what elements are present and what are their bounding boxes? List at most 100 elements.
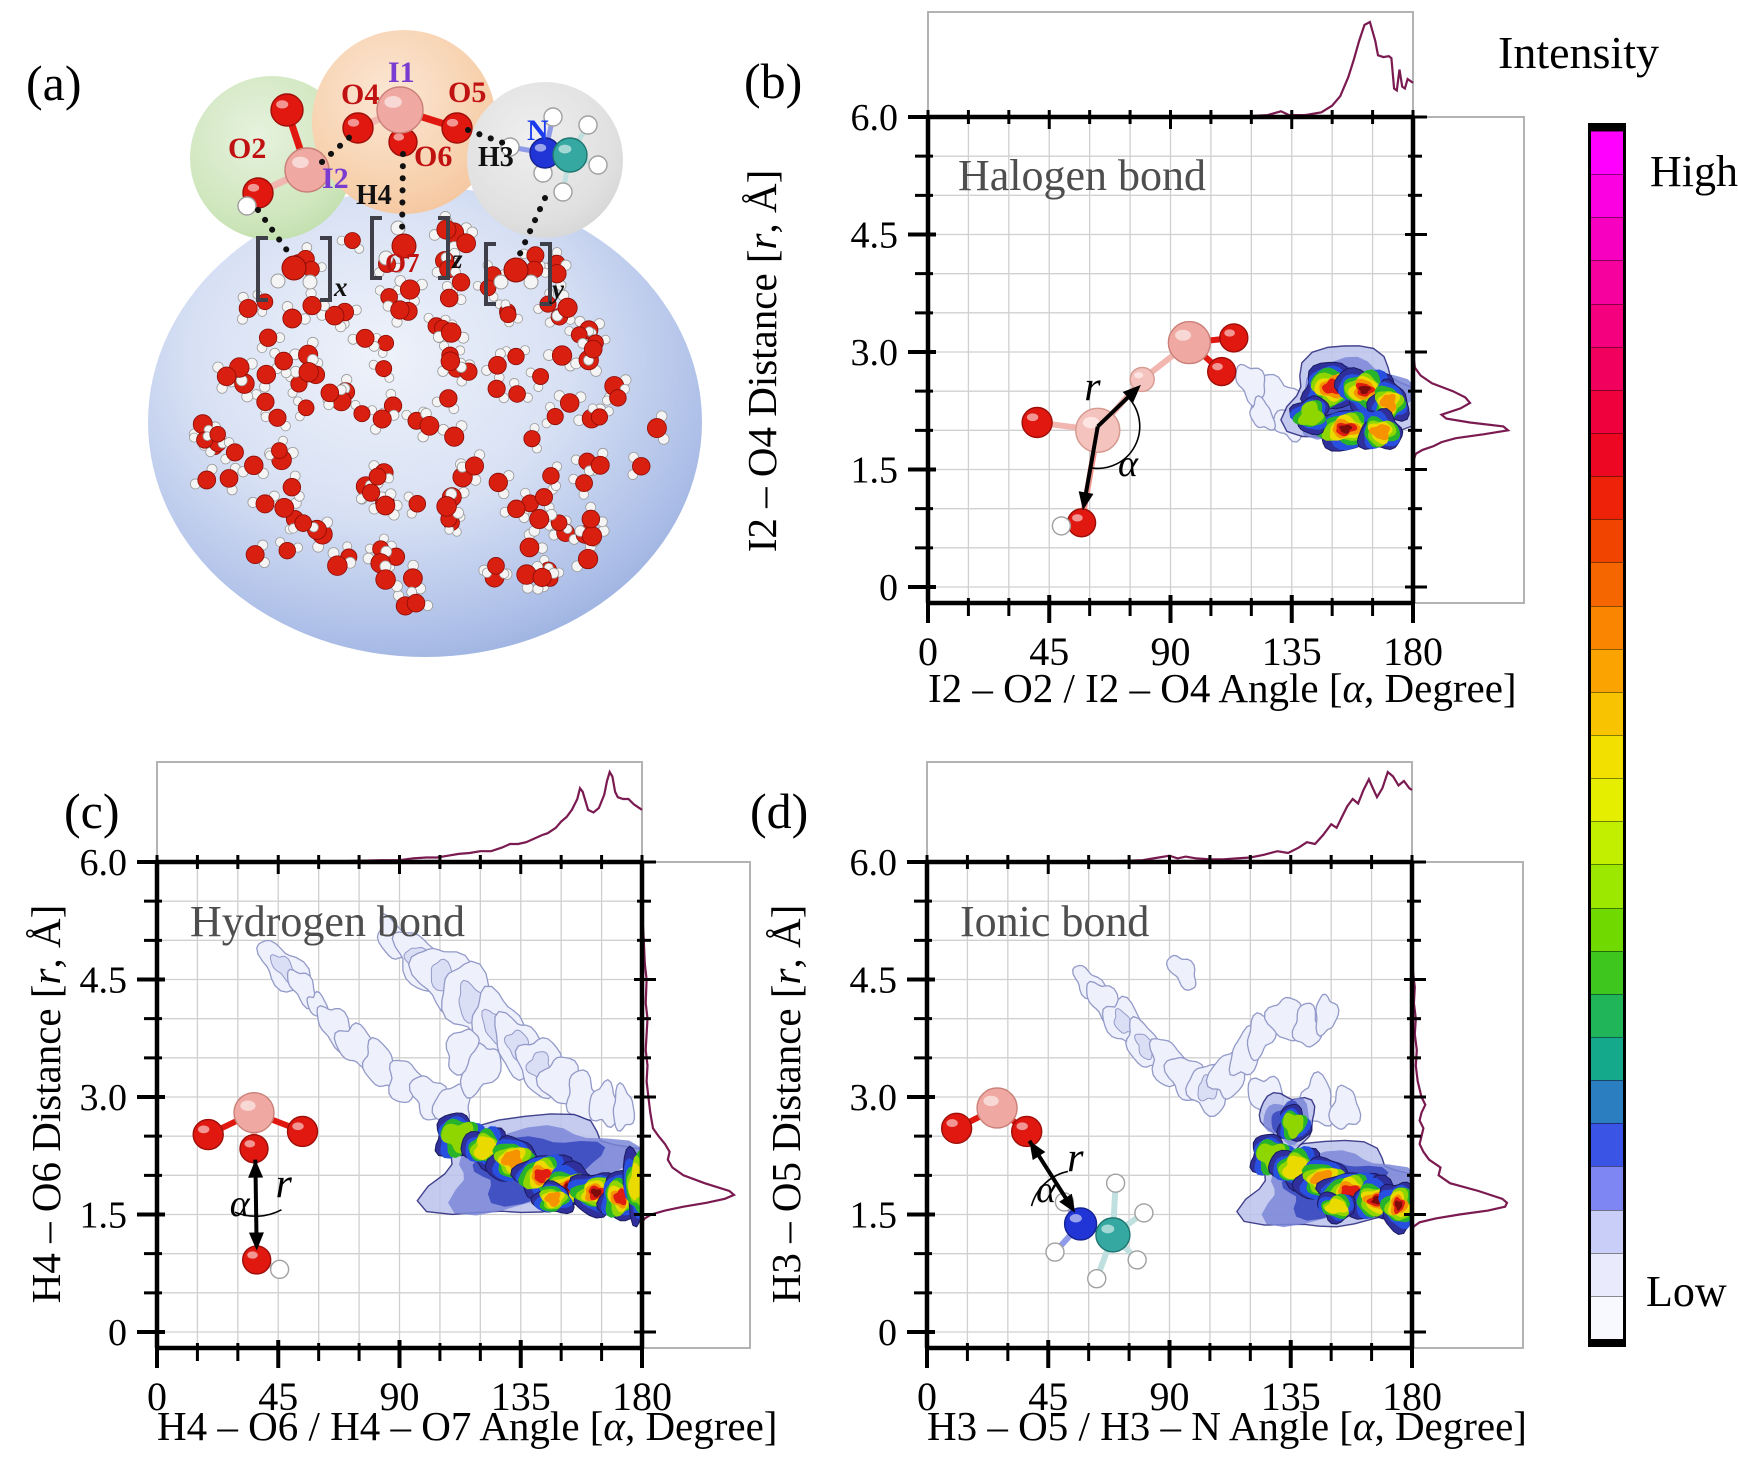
- panel-d-top-marginal-box: [926, 761, 1413, 863]
- panel-c-yaxis-title: H4 – O6 Distance [r, Å]: [22, 905, 70, 1304]
- x-tick-label: 180: [1382, 1374, 1442, 1419]
- atom-label-H3: H3: [478, 142, 514, 173]
- atom-label-N: N: [527, 114, 549, 147]
- alpha-symbol: α: [1118, 443, 1139, 485]
- panel-c-xlabel-var: α: [603, 1403, 625, 1449]
- panel-c-label: (c): [64, 783, 120, 839]
- colorbar-segment-17: [1591, 864, 1623, 908]
- colorbar-segment-9: [1591, 519, 1623, 563]
- panel-d-annotation: Ionic bond: [960, 897, 1150, 946]
- panel-b-ticks: [908, 110, 1427, 623]
- panel-d-xaxis-title: H3 – O5 / H3 – N Angle [α, Degree]: [927, 1402, 1527, 1450]
- x-tick-label: 0: [918, 629, 938, 674]
- y-tick-label: 3.0: [851, 332, 899, 374]
- group-subscript-x: x: [333, 272, 348, 302]
- x-tick-label: 180: [612, 1374, 672, 1419]
- atom-label-O6: O6: [414, 140, 452, 173]
- panel-c-xlabel-post: , Degree]: [624, 1403, 778, 1449]
- panel-b-marginal-curves: [928, 20, 1511, 587]
- panel-b-contours: [1235, 345, 1413, 452]
- panel-b-top-marginal-box: [927, 11, 1414, 118]
- colorbar-segment-2: [1591, 217, 1623, 261]
- panel-b-molecule-inset: [1021, 320, 1249, 538]
- panel-b-tick-labels: 0 45 90 135 180 6.0 4.5 3.0 1.5 0: [851, 97, 1444, 674]
- panel-d-molecule-inset: [940, 1087, 1154, 1289]
- colorbar-segment-4: [1591, 303, 1623, 347]
- panel-c-ticks: [137, 855, 656, 1368]
- x-tick-label: 45: [1029, 629, 1069, 674]
- panel-c-annotation: Hydrogen bond: [190, 897, 465, 946]
- atom-label-O5: O5: [448, 76, 486, 109]
- x-tick-label: 90: [380, 1374, 420, 1419]
- y-tick-label: 0: [879, 567, 898, 609]
- x-tick-label: 180: [1383, 629, 1443, 674]
- iodite-molecule: [237, 93, 330, 216]
- colorbar-segment-15: [1591, 778, 1623, 822]
- colorbar-segment-5: [1591, 346, 1623, 390]
- atom-label-I2: I2: [322, 162, 349, 195]
- colorbar-segment-10: [1591, 562, 1623, 606]
- colorbar-high-label: High: [1650, 147, 1738, 196]
- panel-d-xlabel-var: α: [1352, 1403, 1375, 1449]
- panel-d-angle-annotation: rα: [1027, 1135, 1084, 1213]
- r-symbol: r: [1067, 1135, 1084, 1181]
- water-molecules: [188, 211, 670, 616]
- panel-c-ylabel-post: , Å]: [23, 904, 69, 969]
- y-tick-label: 1.5: [851, 450, 899, 492]
- colorbar-segment-0: [1591, 131, 1623, 175]
- x-tick-label: 45: [258, 1374, 298, 1419]
- panel-c-ylabel-var: r: [23, 968, 69, 985]
- colorbar-title: Intensity: [1498, 27, 1659, 78]
- r-symbol: r: [1084, 365, 1101, 411]
- panel-b-gridlines: [928, 117, 1413, 603]
- colorbar-segment-26: [1591, 1252, 1623, 1296]
- y-tick-label: 4.5: [850, 960, 898, 1002]
- y-tick-label: 1.5: [80, 1195, 128, 1237]
- panel-d-ylabel-pre: H3 – O5 Distance [: [763, 984, 809, 1304]
- colorbar-low-label: Low: [1646, 1267, 1727, 1316]
- panel-b-xlabel-post: , Degree]: [1364, 665, 1517, 711]
- panel-b-xlabel-var: α: [1342, 665, 1365, 711]
- methylammonium-molecule: [500, 107, 608, 202]
- r-symbol: r: [276, 1161, 293, 1207]
- y-tick-label: 3.0: [850, 1077, 898, 1119]
- y-tick-label: 6.0: [850, 842, 898, 884]
- alpha-symbol: α: [1036, 1169, 1057, 1211]
- x-tick-label: 135: [1262, 629, 1322, 674]
- panel-b-ylabel-var: r: [739, 233, 785, 250]
- colorbar-segment-7: [1591, 432, 1623, 477]
- panel-d-plot: rα 0 45 90 135 180 6.0 4.5 3.0 1.5 0: [850, 761, 1524, 1419]
- colorbar-segment-11: [1591, 605, 1623, 649]
- x-tick-label: 0: [147, 1374, 167, 1419]
- panel-d-marginal-curves: [927, 770, 1509, 1332]
- colorbar-segment-23: [1591, 1123, 1623, 1167]
- x-tick-label: 90: [1150, 1374, 1190, 1419]
- y-tick-label: 0: [108, 1312, 127, 1354]
- panel-c-marginal-curves: [157, 769, 737, 1332]
- panel-d-xlabel-post: , Degree]: [1374, 1403, 1527, 1449]
- bracket-groups: [256, 216, 552, 306]
- panel-b-plot: rα 0 45 90 135 180 6.0 4.5 3.0 1.5 0: [851, 11, 1525, 674]
- colorbar-segment-13: [1591, 691, 1623, 735]
- panel-c-xaxis-title: H4 – O6 / H4 – O7 Angle [α, Degree]: [157, 1402, 777, 1450]
- panel-c-plot: rα 0 45 90 135 180 6.0 4.5 3.0 1.5 0: [80, 761, 751, 1419]
- panel-c-xlabel-pre: H4 – O6 / H4 – O7 Angle [: [157, 1403, 604, 1449]
- group-subscript-z: z: [451, 244, 463, 274]
- y-tick-label: 6.0: [80, 842, 128, 884]
- panel-a-illustration: O2 I2 O4 I1 O5 O6 H4 H3 N O7 x z y: [148, 30, 702, 657]
- intensity-colorbar: [1588, 123, 1626, 1347]
- colorbar-segment-8: [1591, 476, 1623, 520]
- panel-d-tick-labels: 0 45 90 135 180 6.0 4.5 3.0 1.5 0: [850, 842, 1443, 1419]
- x-tick-label: 135: [491, 1374, 551, 1419]
- panel-d-contours: [1072, 954, 1412, 1236]
- y-tick-label: 4.5: [80, 960, 128, 1002]
- y-tick-label: 1.5: [850, 1195, 898, 1237]
- colorbar-segment-25: [1591, 1209, 1623, 1253]
- panel-b-angle-annotation: rα: [1078, 365, 1141, 511]
- colorbar-segment-1: [1591, 174, 1623, 218]
- panel-d-ticks: [907, 855, 1426, 1368]
- panel-b-xaxis-title: I2 – O2 / I2 – O4 Angle [α, Degree]: [928, 664, 1517, 712]
- colorbar-segment-14: [1591, 734, 1623, 779]
- y-tick-label: 6.0: [851, 97, 899, 139]
